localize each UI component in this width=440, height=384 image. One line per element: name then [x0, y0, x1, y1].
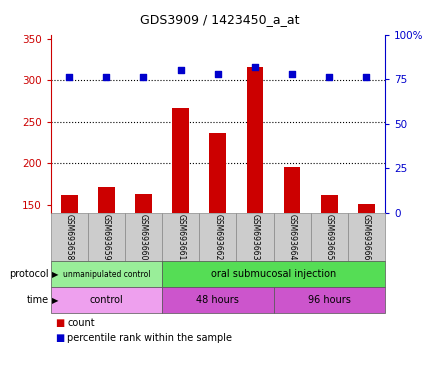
Text: ▶: ▶ — [51, 270, 58, 279]
Text: GDS3909 / 1423450_a_at: GDS3909 / 1423450_a_at — [140, 13, 300, 26]
Bar — [98, 187, 115, 213]
Point — [177, 67, 184, 73]
Text: ■: ■ — [55, 318, 64, 328]
Point — [214, 71, 221, 77]
Text: time: time — [26, 295, 48, 305]
Bar — [135, 194, 152, 213]
Bar — [246, 67, 263, 213]
Bar — [209, 133, 226, 213]
Bar — [284, 167, 301, 213]
Text: GSM693660: GSM693660 — [139, 214, 148, 260]
Text: protocol: protocol — [9, 269, 48, 279]
Text: GSM693661: GSM693661 — [176, 214, 185, 260]
Point — [103, 74, 110, 81]
Point — [289, 71, 296, 77]
Point — [66, 74, 73, 81]
Text: GSM693665: GSM693665 — [325, 214, 334, 260]
Text: GSM693663: GSM693663 — [250, 214, 260, 260]
Point — [251, 64, 258, 70]
Text: unmanipulated control: unmanipulated control — [62, 270, 150, 279]
Text: GSM693659: GSM693659 — [102, 214, 111, 260]
Bar — [172, 108, 189, 213]
Text: oral submucosal injection: oral submucosal injection — [211, 269, 336, 279]
Text: control: control — [89, 295, 123, 305]
Text: GSM693662: GSM693662 — [213, 214, 222, 260]
Text: GSM693666: GSM693666 — [362, 214, 371, 260]
Text: 48 hours: 48 hours — [196, 295, 239, 305]
Text: GSM693664: GSM693664 — [288, 214, 297, 260]
Bar — [61, 195, 77, 213]
Text: percentile rank within the sample: percentile rank within the sample — [67, 333, 232, 343]
Point — [140, 74, 147, 81]
Point — [326, 74, 333, 81]
Bar — [321, 195, 337, 213]
Text: ▶: ▶ — [51, 296, 58, 305]
Text: GSM693658: GSM693658 — [65, 214, 73, 260]
Point — [363, 74, 370, 81]
Text: count: count — [67, 318, 95, 328]
Text: 96 hours: 96 hours — [308, 295, 351, 305]
Bar — [358, 204, 375, 213]
Text: ■: ■ — [55, 333, 64, 343]
